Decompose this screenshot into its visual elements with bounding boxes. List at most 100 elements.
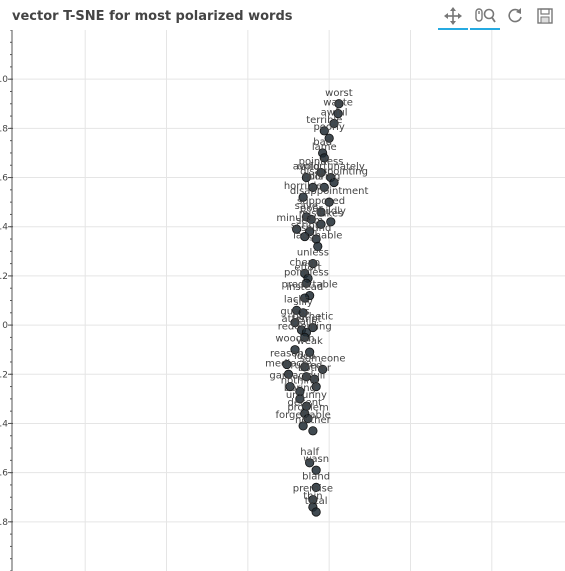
- point-label: lame: [312, 142, 337, 153]
- data-point: [311, 482, 321, 492]
- point-label: half: [300, 447, 319, 458]
- data-point: [300, 362, 310, 372]
- data-point: [292, 224, 302, 234]
- point-label: dull: [307, 371, 325, 382]
- wheel-zoom-tool[interactable]: [470, 4, 500, 30]
- y-tick-label: 1.0: [0, 75, 8, 85]
- point-label: thin: [303, 491, 322, 502]
- point-label: instead: [286, 282, 323, 293]
- point-label: cheap: [290, 257, 320, 268]
- point-label: attempt: [281, 314, 321, 325]
- data-point: [290, 345, 300, 355]
- data-point: [308, 426, 318, 436]
- data-point: [318, 364, 328, 374]
- data-point: [306, 214, 316, 224]
- y-tick-label: .6: [0, 174, 8, 184]
- data-point: [326, 217, 336, 227]
- data-point: [308, 182, 318, 192]
- data-point: [311, 381, 321, 392]
- y-tick-label: .2: [0, 272, 8, 282]
- point-label: seem: [296, 216, 323, 227]
- point-label: mediocre: [265, 358, 312, 369]
- point-label: disappointment: [290, 186, 369, 197]
- point-label: silly: [293, 297, 313, 308]
- point-label: boring: [308, 171, 340, 182]
- y-tick-label: .8: [0, 124, 8, 134]
- data-point: [298, 308, 308, 318]
- save-tool[interactable]: [532, 4, 558, 28]
- data-point: [308, 259, 318, 269]
- chart-title: vector T-SNE for most polarized words: [12, 9, 293, 24]
- grid-lines: [12, 30, 565, 571]
- point-label: forgettable: [275, 410, 330, 421]
- pan-tool[interactable]: [438, 4, 468, 30]
- point-label: script: [291, 221, 319, 232]
- save-icon: [537, 8, 553, 24]
- point-label: disappointing: [300, 166, 368, 177]
- point-label: sound: [301, 223, 331, 234]
- data-point: [316, 207, 326, 217]
- point-label: poorly: [313, 122, 344, 133]
- data-point: [290, 318, 300, 328]
- point-label: weak: [297, 336, 323, 347]
- point-label: minutes: [276, 213, 316, 224]
- data-point: [334, 99, 344, 109]
- data-point: [316, 168, 326, 178]
- point-label: reason: [270, 348, 304, 359]
- point-label: poor: [300, 203, 324, 214]
- point-label: unless: [297, 248, 329, 259]
- point-label: mistakes: [299, 208, 344, 219]
- data-point: [319, 153, 329, 163]
- data-point: [329, 118, 339, 129]
- point-label: save: [295, 201, 318, 212]
- data-point: [333, 109, 343, 119]
- point-label: worst: [325, 88, 353, 99]
- point-label: lacks: [284, 294, 309, 305]
- data-point: [319, 126, 329, 136]
- data-point: [301, 278, 311, 288]
- point-label: falls: [303, 171, 323, 182]
- data-point: [301, 372, 311, 382]
- reset-tool[interactable]: [502, 4, 528, 28]
- point-label: effort: [294, 262, 321, 273]
- data-point: [324, 197, 334, 207]
- point-label: bad: [313, 137, 332, 148]
- point-label: premise: [293, 484, 333, 495]
- point-label: boring: [284, 383, 316, 394]
- data-point: [311, 507, 321, 517]
- data-point: [301, 172, 311, 183]
- point-label: decent: [288, 398, 322, 409]
- scatter-plot[interactable]: 1.0 .8 .6 .4 .2 0 .2 .4 .6 .8 worstwasteawfulterr…: [0, 30, 565, 571]
- reset-icon: [508, 8, 522, 23]
- point-label: problem: [287, 403, 328, 414]
- y-tick-label: .4: [0, 223, 8, 233]
- data-point: [313, 241, 323, 251]
- y-tick-label: .6: [0, 469, 8, 479]
- point-label: unfunny: [286, 390, 327, 401]
- point-label: pointless: [284, 267, 329, 278]
- y-axis: 1.0 .8 .6 .4 .2 0 .2 .4 .6 .8: [0, 30, 13, 571]
- point-label: predictable: [281, 280, 337, 291]
- point-label: bland: [302, 471, 330, 482]
- y-tick-label: .4: [0, 419, 8, 429]
- data-point: [298, 421, 308, 431]
- data-point: [282, 359, 292, 370]
- point-label: mildly: [316, 206, 346, 217]
- data-point: [316, 219, 326, 229]
- point-label: guess: [280, 307, 309, 318]
- wheel-zoom-icon: [475, 8, 496, 23]
- data-point: [329, 177, 339, 188]
- point-label: idea: [294, 351, 315, 362]
- point-label: fails: [296, 316, 316, 327]
- data-point: [283, 369, 294, 379]
- data-point: [311, 465, 321, 475]
- point-label: horrible: [284, 181, 323, 192]
- data-point: [300, 332, 310, 342]
- point-label: pointless: [299, 157, 344, 168]
- data-point: [303, 413, 313, 424]
- data-point: [300, 231, 310, 242]
- point-label: wasn: [303, 454, 329, 465]
- data-point: [305, 458, 315, 468]
- data-point: [308, 322, 318, 333]
- data-points: [282, 99, 344, 517]
